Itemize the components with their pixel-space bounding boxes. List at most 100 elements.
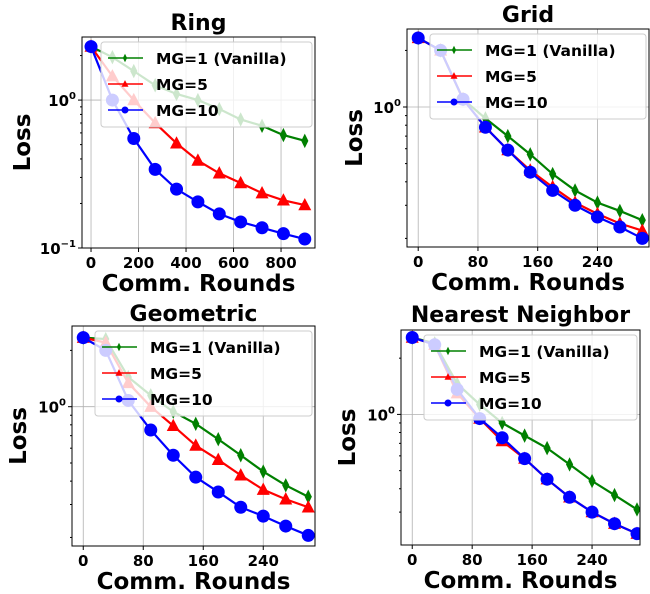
data-point-triangle — [212, 166, 226, 179]
x-tick-label: 0 — [78, 552, 88, 570]
data-point-circle — [279, 519, 293, 533]
data-point-diamond — [304, 489, 312, 504]
data-point-circle — [563, 490, 577, 504]
data-point-circle — [84, 40, 98, 54]
data-point-circle — [234, 500, 248, 514]
legend-label: MG=10 — [150, 391, 213, 409]
data-point-circle — [590, 210, 604, 224]
data-point-diamond — [192, 416, 200, 432]
data-point-triangle — [256, 482, 270, 495]
data-point-circle — [568, 198, 582, 212]
data-point-diamond — [610, 487, 619, 503]
data-point-circle — [127, 131, 141, 145]
legend-marker-diamond — [445, 346, 451, 356]
legend-marker-diamond — [122, 53, 128, 63]
x-tick-label: 240 — [582, 253, 613, 271]
data-point-triangle — [191, 153, 205, 166]
legend-label: MG=10 — [479, 395, 542, 413]
x-tick-label: 160 — [522, 253, 553, 271]
x-tick-label: 800 — [265, 254, 296, 272]
data-point-triangle — [234, 468, 248, 481]
x-tick-label: 200 — [123, 254, 154, 272]
legend: MG=1 (Vanilla) MG=5 MG=10 — [423, 334, 638, 421]
chart-title: Nearest Neighbor — [411, 303, 630, 328]
data-point-circle — [540, 472, 554, 486]
y-tick-label: 100 — [373, 98, 401, 117]
legend-marker-circle — [115, 395, 123, 403]
data-point-circle — [411, 31, 425, 45]
legend-marker-diamond — [116, 342, 122, 352]
legend-marker-circle — [444, 399, 452, 407]
y-tick-label: 100 — [48, 91, 76, 110]
data-point-circle — [518, 452, 532, 466]
x-tick-label: 160 — [516, 551, 547, 569]
legend-marker-triangle — [450, 72, 458, 79]
data-point-triangle — [301, 500, 315, 513]
data-point-diamond — [549, 166, 557, 182]
legend-frame — [429, 33, 647, 120]
data-point-diamond — [282, 478, 290, 493]
legend-marker-diamond — [451, 45, 457, 55]
x-tick-label: 0 — [413, 253, 423, 271]
data-point-diamond — [571, 183, 579, 198]
data-point-circle — [478, 120, 492, 134]
data-point-diamond — [638, 212, 646, 228]
data-point-triangle — [234, 175, 248, 189]
data-point-diamond — [526, 147, 534, 162]
legend-label: MG=5 — [156, 76, 208, 94]
x-axis-label: Comm. Rounds — [424, 568, 618, 594]
axes-frame — [406, 28, 650, 248]
axes-frame — [400, 329, 641, 546]
data-point-circle — [630, 527, 640, 541]
data-point-circle — [234, 215, 248, 229]
legend-marker-triangle — [115, 369, 123, 376]
legend-marker-triangle — [444, 373, 452, 380]
data-point-diamond — [504, 128, 512, 144]
data-point-diamond — [588, 473, 596, 489]
data-point-triangle — [189, 438, 203, 451]
axes-frame — [71, 325, 316, 547]
data-point-circle — [613, 220, 627, 234]
x-axis-label: Comm. Rounds — [102, 271, 296, 297]
data-point-circle — [166, 448, 180, 462]
subplot-nearest-neighbor: 0 80 160 240 100 MG=1 (Vanilla) MG=5 MG=10 Neare… — [335, 303, 641, 594]
chart-title: Grid — [502, 3, 554, 28]
legend-label: MG=5 — [485, 68, 537, 86]
y-axis-label: Loss — [335, 409, 361, 467]
data-point-circle — [211, 485, 225, 499]
legend: MG=1 (Vanilla) MG=5 MG=10 — [429, 33, 647, 120]
data-point-diamond — [543, 440, 551, 456]
legend-frame — [94, 330, 313, 417]
data-point-circle — [546, 183, 560, 197]
x-tick-label: 240 — [248, 552, 279, 570]
x-tick-label: 80 — [462, 551, 483, 569]
data-point-circle — [144, 423, 158, 437]
subplot-grid: 0 80 160 240 100 MG=1 (Vanilla) MG=5 MG=10 Grid C… — [342, 3, 650, 296]
data-point-circle — [298, 232, 312, 246]
x-tick-label: 600 — [218, 254, 249, 272]
legend-marker-triangle — [121, 80, 129, 87]
x-axis-label: Comm. Rounds — [97, 569, 291, 594]
data-point-diamond — [593, 195, 602, 210]
subplot-geometric: 0 80 160 240 100 MG=1 (Vanilla) MG=5 MG=10 Geome… — [6, 302, 316, 594]
data-point-circle — [523, 165, 537, 179]
data-point-triangle — [211, 452, 225, 466]
data-point-diamond — [616, 203, 624, 219]
legend-label: MG=10 — [485, 94, 548, 112]
legend-label: MG=5 — [150, 365, 202, 383]
y-tick-label: 100 — [38, 398, 66, 417]
data-point-circle — [608, 517, 622, 531]
data-point-triangle — [170, 136, 184, 149]
legend: MG=1 (Vanilla) MG=5 MG=10 — [94, 330, 313, 417]
data-point-circle — [148, 162, 162, 176]
data-point-diamond — [301, 133, 309, 149]
legend-marker-circle — [121, 106, 129, 114]
legend-frame — [100, 41, 313, 128]
axes-frame — [81, 36, 316, 249]
data-point-diamond — [521, 428, 529, 443]
x-tick-label: 80 — [468, 253, 489, 271]
data-point-diamond — [498, 415, 506, 431]
legend-label: MG=1 (Vanilla) — [150, 339, 281, 357]
x-tick-label: 240 — [576, 551, 607, 569]
legend-label: MG=5 — [479, 369, 531, 387]
